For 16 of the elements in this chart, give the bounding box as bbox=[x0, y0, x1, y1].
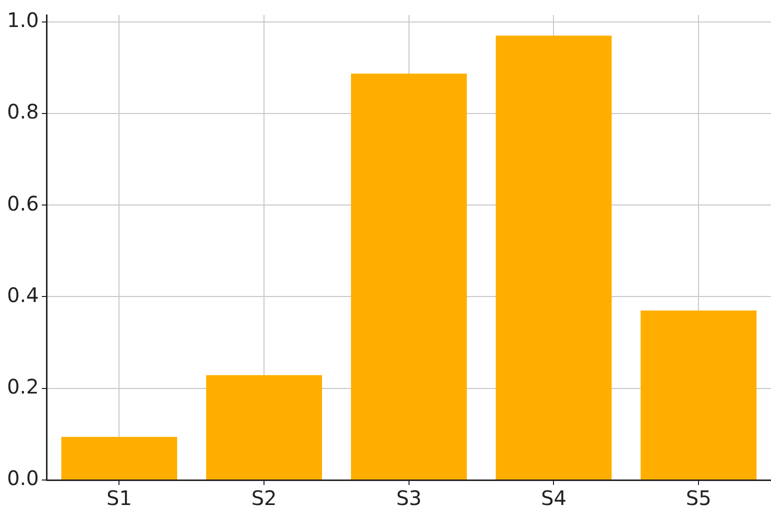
y-tick-label: 0.0 bbox=[6, 466, 39, 490]
y-tick-label: 0.4 bbox=[6, 282, 39, 307]
bar bbox=[61, 436, 178, 480]
y-tick-label: 0.8 bbox=[6, 100, 39, 124]
x-tick-label: S2 bbox=[251, 486, 277, 510]
y-tick-label: 0.2 bbox=[6, 374, 39, 399]
x-tick-label: S3 bbox=[396, 486, 422, 510]
y-tick-label: 1.0 bbox=[6, 8, 39, 32]
x-tick-label: S5 bbox=[686, 486, 712, 510]
bar bbox=[496, 36, 612, 480]
x-tick-label: S1 bbox=[106, 486, 132, 510]
bar bbox=[350, 74, 467, 480]
y-tick-label: 0.6 bbox=[6, 191, 39, 216]
x-tick-label: S4 bbox=[541, 486, 566, 510]
bar bbox=[206, 375, 322, 480]
bar bbox=[640, 310, 757, 480]
